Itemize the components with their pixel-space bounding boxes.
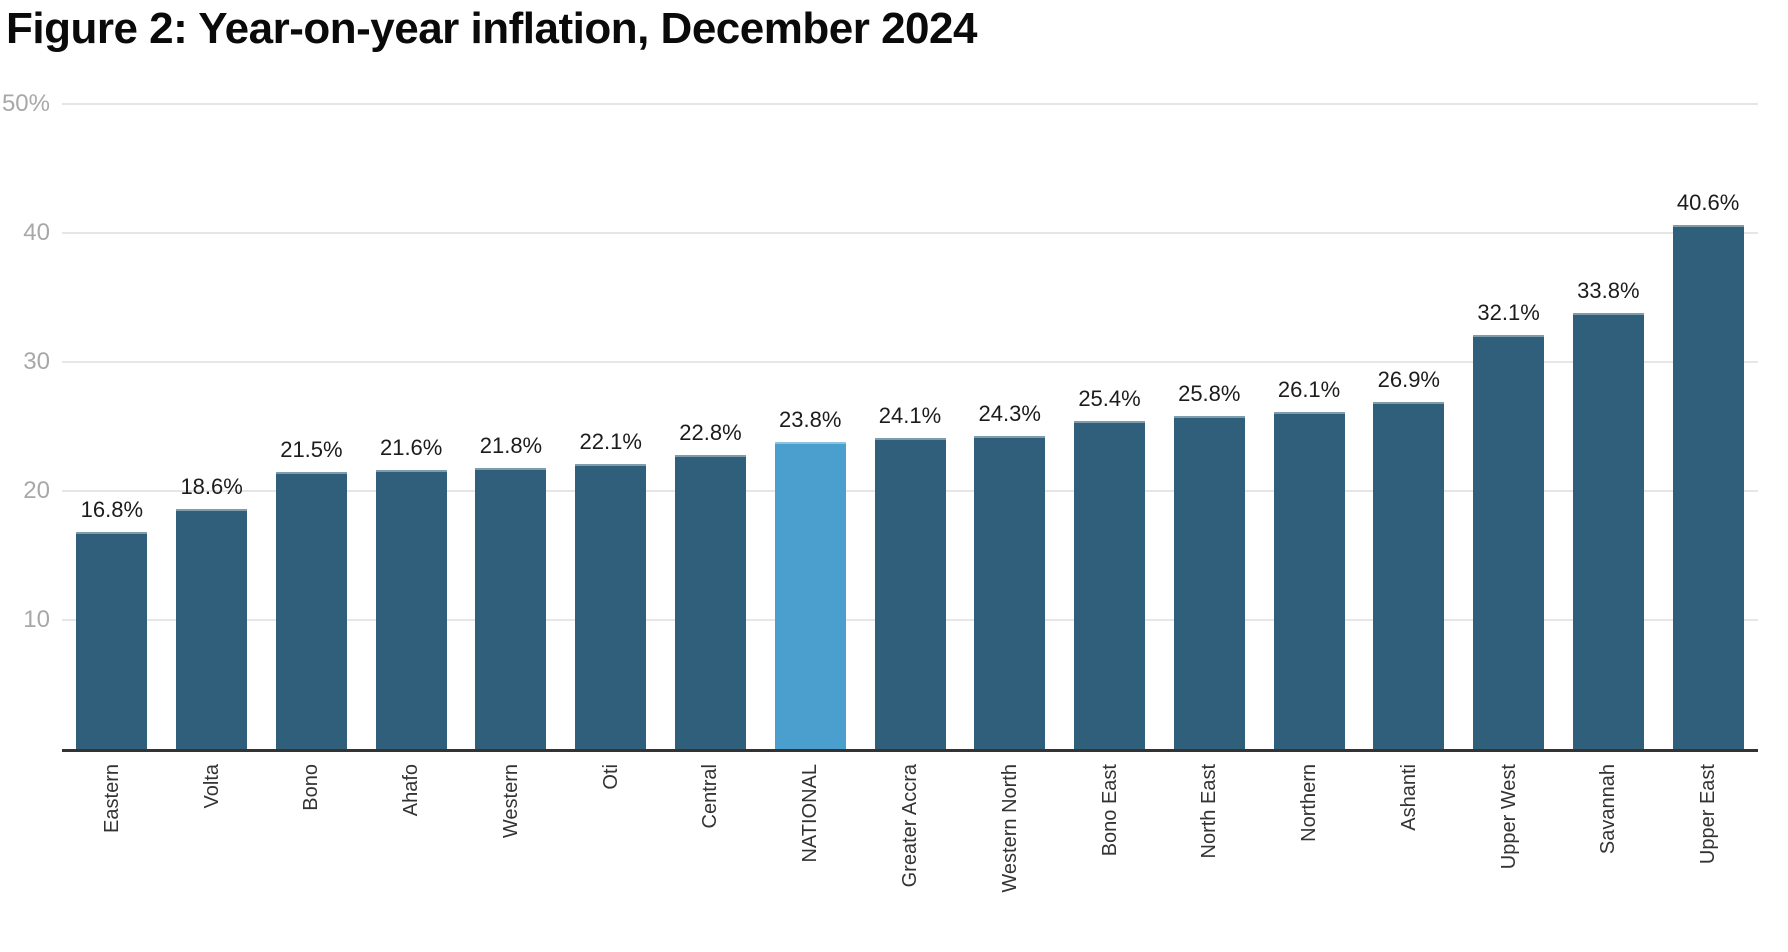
gridline — [62, 103, 1758, 105]
bar — [1074, 421, 1146, 749]
x-axis-category: Ahafo — [361, 764, 461, 816]
bar — [275, 471, 347, 749]
x-axis-category-label: Western North — [998, 764, 1021, 893]
bar-value-label: 40.6% — [1676, 190, 1740, 216]
bar-value-label: 26.9% — [1377, 366, 1440, 392]
gridline — [62, 232, 1758, 234]
x-axis-category: Upper East — [1658, 764, 1758, 864]
bar-value-label: 22.8% — [679, 419, 742, 445]
y-axis-tick-label: 10 — [23, 606, 50, 633]
bar — [1473, 334, 1545, 749]
x-axis-category: Northern — [1259, 764, 1359, 842]
bar-value-label: 26.1% — [1277, 377, 1341, 403]
x-axis-category: Volta — [162, 764, 262, 808]
bar-value-label: 21.5% — [280, 436, 343, 462]
x-axis-category-label: NATIONAL — [799, 764, 822, 863]
bar-value-label: 24.3% — [978, 400, 1041, 426]
x-axis-category-label: Eastern — [100, 764, 123, 833]
bar-value-label: 32.1% — [1477, 299, 1540, 325]
x-axis-category: Western North — [960, 764, 1060, 893]
bar — [1672, 225, 1744, 749]
x-axis-category: Oti — [561, 764, 661, 790]
bar — [176, 509, 248, 749]
x-axis-category-label: North East — [1198, 764, 1221, 859]
x-axis-category: Central — [661, 764, 761, 828]
x-axis-category: Greater Accra — [860, 764, 960, 887]
x-axis-category-label: Ashanti — [1397, 764, 1420, 831]
x-axis-category-label: Savannah — [1597, 764, 1620, 855]
x-axis-category-label: Oti — [599, 764, 622, 790]
bar — [974, 435, 1046, 749]
bar-value-label: 21.8% — [479, 432, 543, 458]
bar — [375, 470, 447, 749]
bar — [1572, 312, 1644, 749]
x-axis-category-label: Volta — [200, 764, 223, 809]
x-axis-category: Ashanti — [1359, 764, 1459, 831]
x-axis-category-label: Greater Accra — [898, 764, 921, 888]
x-axis-category: Savannah — [1558, 764, 1658, 854]
x-axis-category-label: Northern — [1298, 764, 1321, 842]
bar — [575, 463, 647, 749]
y-axis-tick-label: 20 — [23, 477, 50, 504]
bar — [475, 467, 547, 749]
x-axis-category-label: Upper East — [1697, 764, 1720, 865]
y-axis-tick-label: 50% — [1, 90, 50, 117]
bar-value-label: 25.4% — [1078, 386, 1141, 412]
bar — [1273, 412, 1345, 749]
x-axis-category-label: Bono East — [1098, 764, 1121, 857]
y-axis-tick-label: 40 — [23, 219, 50, 246]
x-axis-category: NATIONAL — [760, 764, 860, 863]
bar — [1373, 401, 1445, 749]
x-axis-line — [62, 749, 1758, 752]
x-axis-category: Upper West — [1459, 764, 1559, 869]
x-axis-category-label: Upper West — [1497, 764, 1520, 870]
x-axis-category: Western — [461, 764, 561, 838]
bar-value-label: 21.6% — [379, 435, 443, 461]
y-axis-tick-label: 30 — [23, 348, 50, 375]
bar-value-label: 22.1% — [579, 428, 642, 454]
bar — [874, 438, 946, 749]
x-axis-category: Bono — [262, 764, 362, 811]
x-axis-category: North East — [1159, 764, 1259, 858]
x-axis-category-label: Central — [699, 764, 722, 829]
x-axis-category-label: Ahafo — [400, 764, 423, 817]
x-axis-category: Bono East — [1060, 764, 1160, 856]
bar — [674, 454, 746, 749]
bar-value-label: 24.1% — [878, 403, 942, 429]
bar-value-label: 33.8% — [1577, 277, 1640, 303]
bar-highlight — [774, 441, 846, 749]
x-axis-category-label: Western — [499, 764, 522, 839]
bar-value-label: 25.8% — [1178, 381, 1241, 407]
bar-value-label: 23.8% — [779, 406, 842, 432]
x-axis-category: Eastern — [62, 764, 162, 833]
gridline — [62, 361, 1758, 363]
bar-value-label: 18.6% — [180, 474, 243, 500]
bar — [76, 532, 148, 749]
x-axis-category-label: Bono — [300, 764, 323, 811]
chart-title: Figure 2: Year-on-year inflation, Decemb… — [6, 4, 977, 53]
bar — [1173, 416, 1245, 749]
bar-value-label: 16.8% — [80, 497, 144, 523]
